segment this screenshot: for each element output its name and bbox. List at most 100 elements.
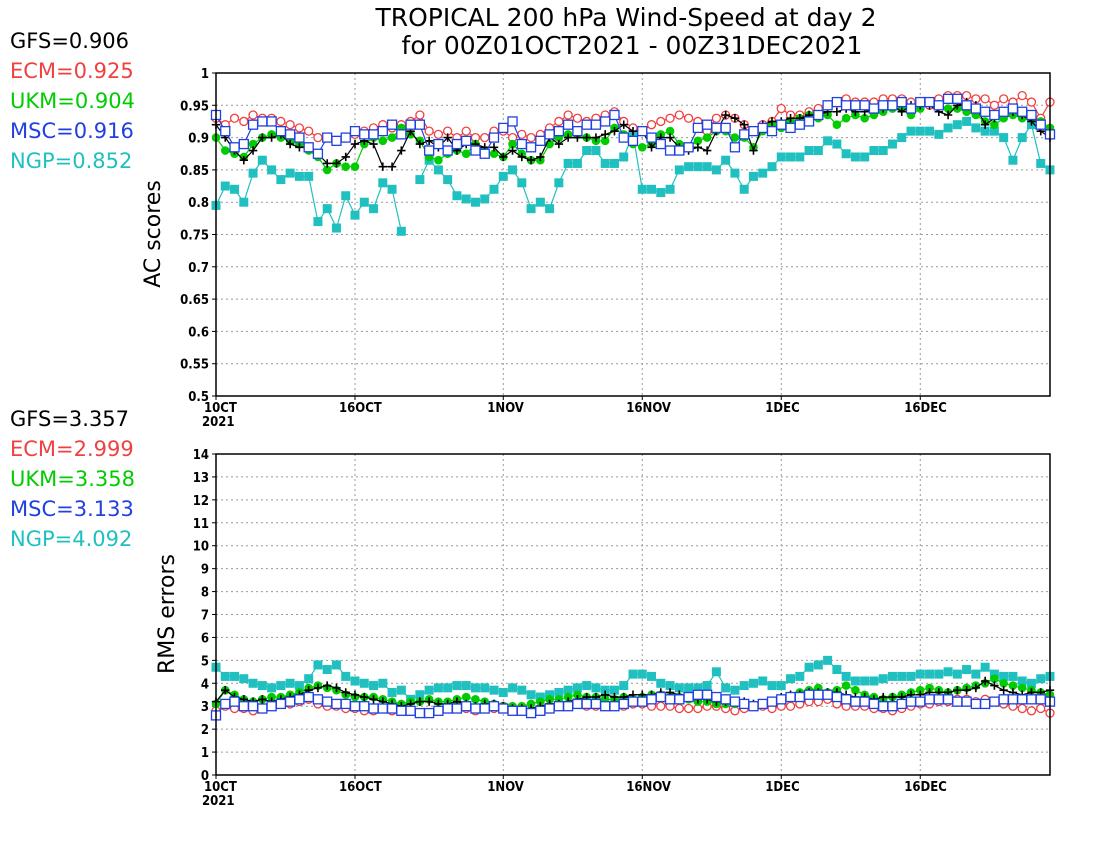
data-point-msc	[562, 119, 574, 130]
data-point-gfs	[443, 133, 452, 142]
data-point-msc	[646, 694, 657, 705]
y-tick-label: 0.65	[180, 293, 209, 308]
legend-entry-ecm: ECM=0.925	[10, 59, 134, 83]
data-point-ecm	[415, 110, 425, 120]
data-point-msc	[822, 689, 833, 700]
data-point-msc	[878, 701, 889, 712]
data-point-gfs	[693, 143, 703, 152]
data-point-ngp	[878, 146, 888, 156]
data-point-ngp	[952, 669, 962, 679]
data-point-ngp	[730, 168, 740, 178]
data-point-ngp	[962, 665, 972, 675]
data-point-ngp	[489, 184, 499, 194]
data-point-ngp	[869, 676, 879, 686]
data-point-ngp	[461, 194, 471, 204]
legend-entry-ngp: NGP=4.092	[10, 527, 132, 551]
data-point-gfs	[295, 143, 304, 152]
data-point-ngp	[359, 197, 369, 207]
data-point-ukm	[990, 674, 999, 684]
data-point-ngp	[322, 204, 332, 214]
data-point-msc	[794, 119, 805, 130]
data-point-msc	[739, 129, 750, 140]
data-point-msc	[488, 701, 500, 712]
data-point-gfs	[489, 143, 499, 152]
data-point-ngp	[230, 671, 240, 681]
data-point-msc	[757, 698, 768, 710]
data-point-msc	[414, 707, 426, 719]
data-point-ngp	[628, 669, 638, 679]
y-tick-label: 11	[193, 517, 209, 532]
data-point-gfs	[350, 690, 360, 699]
data-point-msc	[581, 119, 592, 130]
data-point-msc	[701, 689, 713, 700]
data-point-gfs	[832, 107, 842, 116]
data-point-msc	[729, 696, 741, 707]
data-point-msc	[794, 691, 805, 703]
data-point-ngp	[443, 683, 453, 693]
x-tick-label: 16NOV	[626, 780, 671, 795]
data-point-ngp	[693, 162, 703, 172]
data-point-ukm	[851, 685, 860, 695]
data-point-msc	[683, 691, 694, 703]
data-point-ngp	[591, 683, 601, 693]
data-point-msc	[442, 145, 453, 156]
data-point-msc	[905, 696, 917, 707]
data-point-msc	[785, 122, 796, 134]
data-point-ngp	[637, 184, 647, 194]
data-point-msc	[627, 696, 639, 707]
data-point-ngp	[647, 671, 657, 681]
data-point-msc	[664, 694, 676, 705]
data-point-msc	[850, 696, 861, 707]
data-point-ngp	[860, 676, 870, 686]
y-tick-label: 1	[201, 67, 209, 82]
data-point-msc	[952, 696, 963, 707]
data-point-gfs	[350, 139, 360, 149]
data-point-ecm	[674, 110, 684, 120]
data-point-msc	[692, 689, 704, 700]
data-point-ecm	[526, 132, 536, 143]
data-point-gfs	[990, 681, 999, 690]
data-point-ecm	[999, 94, 1009, 104]
data-point-msc	[1026, 694, 1037, 705]
data-point-gfs	[267, 133, 276, 142]
y-tick-label: 0.5	[188, 390, 209, 405]
data-point-ngp	[887, 139, 897, 149]
data-point-gfs	[582, 133, 591, 142]
data-point-ngp	[795, 152, 805, 162]
data-point-ngp	[915, 126, 925, 136]
data-point-ngp	[767, 681, 777, 691]
data-point-msc	[701, 119, 713, 130]
data-point-gfs	[323, 681, 332, 690]
data-point-ngp	[331, 660, 341, 670]
data-point-msc	[627, 135, 639, 146]
data-point-msc	[229, 142, 240, 153]
data-point-ngp	[341, 671, 351, 681]
y-tick-label: 1	[201, 746, 209, 761]
data-point-ngp	[804, 662, 814, 672]
data-point-ngp	[248, 168, 258, 178]
data-point-ukm	[434, 155, 443, 165]
y-tick-label: 13	[193, 471, 209, 486]
y-tick-label: 10	[193, 540, 209, 555]
data-point-msc	[776, 694, 787, 705]
data-point-ngp	[656, 188, 666, 198]
data-point-msc	[229, 696, 240, 707]
data-point-msc	[535, 705, 546, 716]
data-point-msc	[470, 703, 481, 714]
y-tick-label: 4	[201, 677, 209, 692]
data-point-msc	[479, 148, 490, 159]
data-point-ngp	[452, 681, 462, 691]
data-point-ngp	[915, 669, 925, 679]
data-point-msc	[257, 116, 268, 127]
data-point-gfs	[499, 152, 508, 162]
data-point-ukm	[702, 133, 712, 142]
data-point-gfs	[323, 159, 332, 168]
data-point-ukm	[1017, 683, 1027, 693]
data-point-ngp	[350, 676, 360, 686]
data-point-ngp	[1008, 671, 1018, 681]
data-point-ngp	[257, 681, 267, 691]
data-point-ecm	[683, 113, 694, 123]
data-point-ecm	[646, 120, 657, 130]
data-point-ukm	[461, 692, 471, 702]
legend-entry-ukm: UKM=0.904	[10, 89, 135, 113]
